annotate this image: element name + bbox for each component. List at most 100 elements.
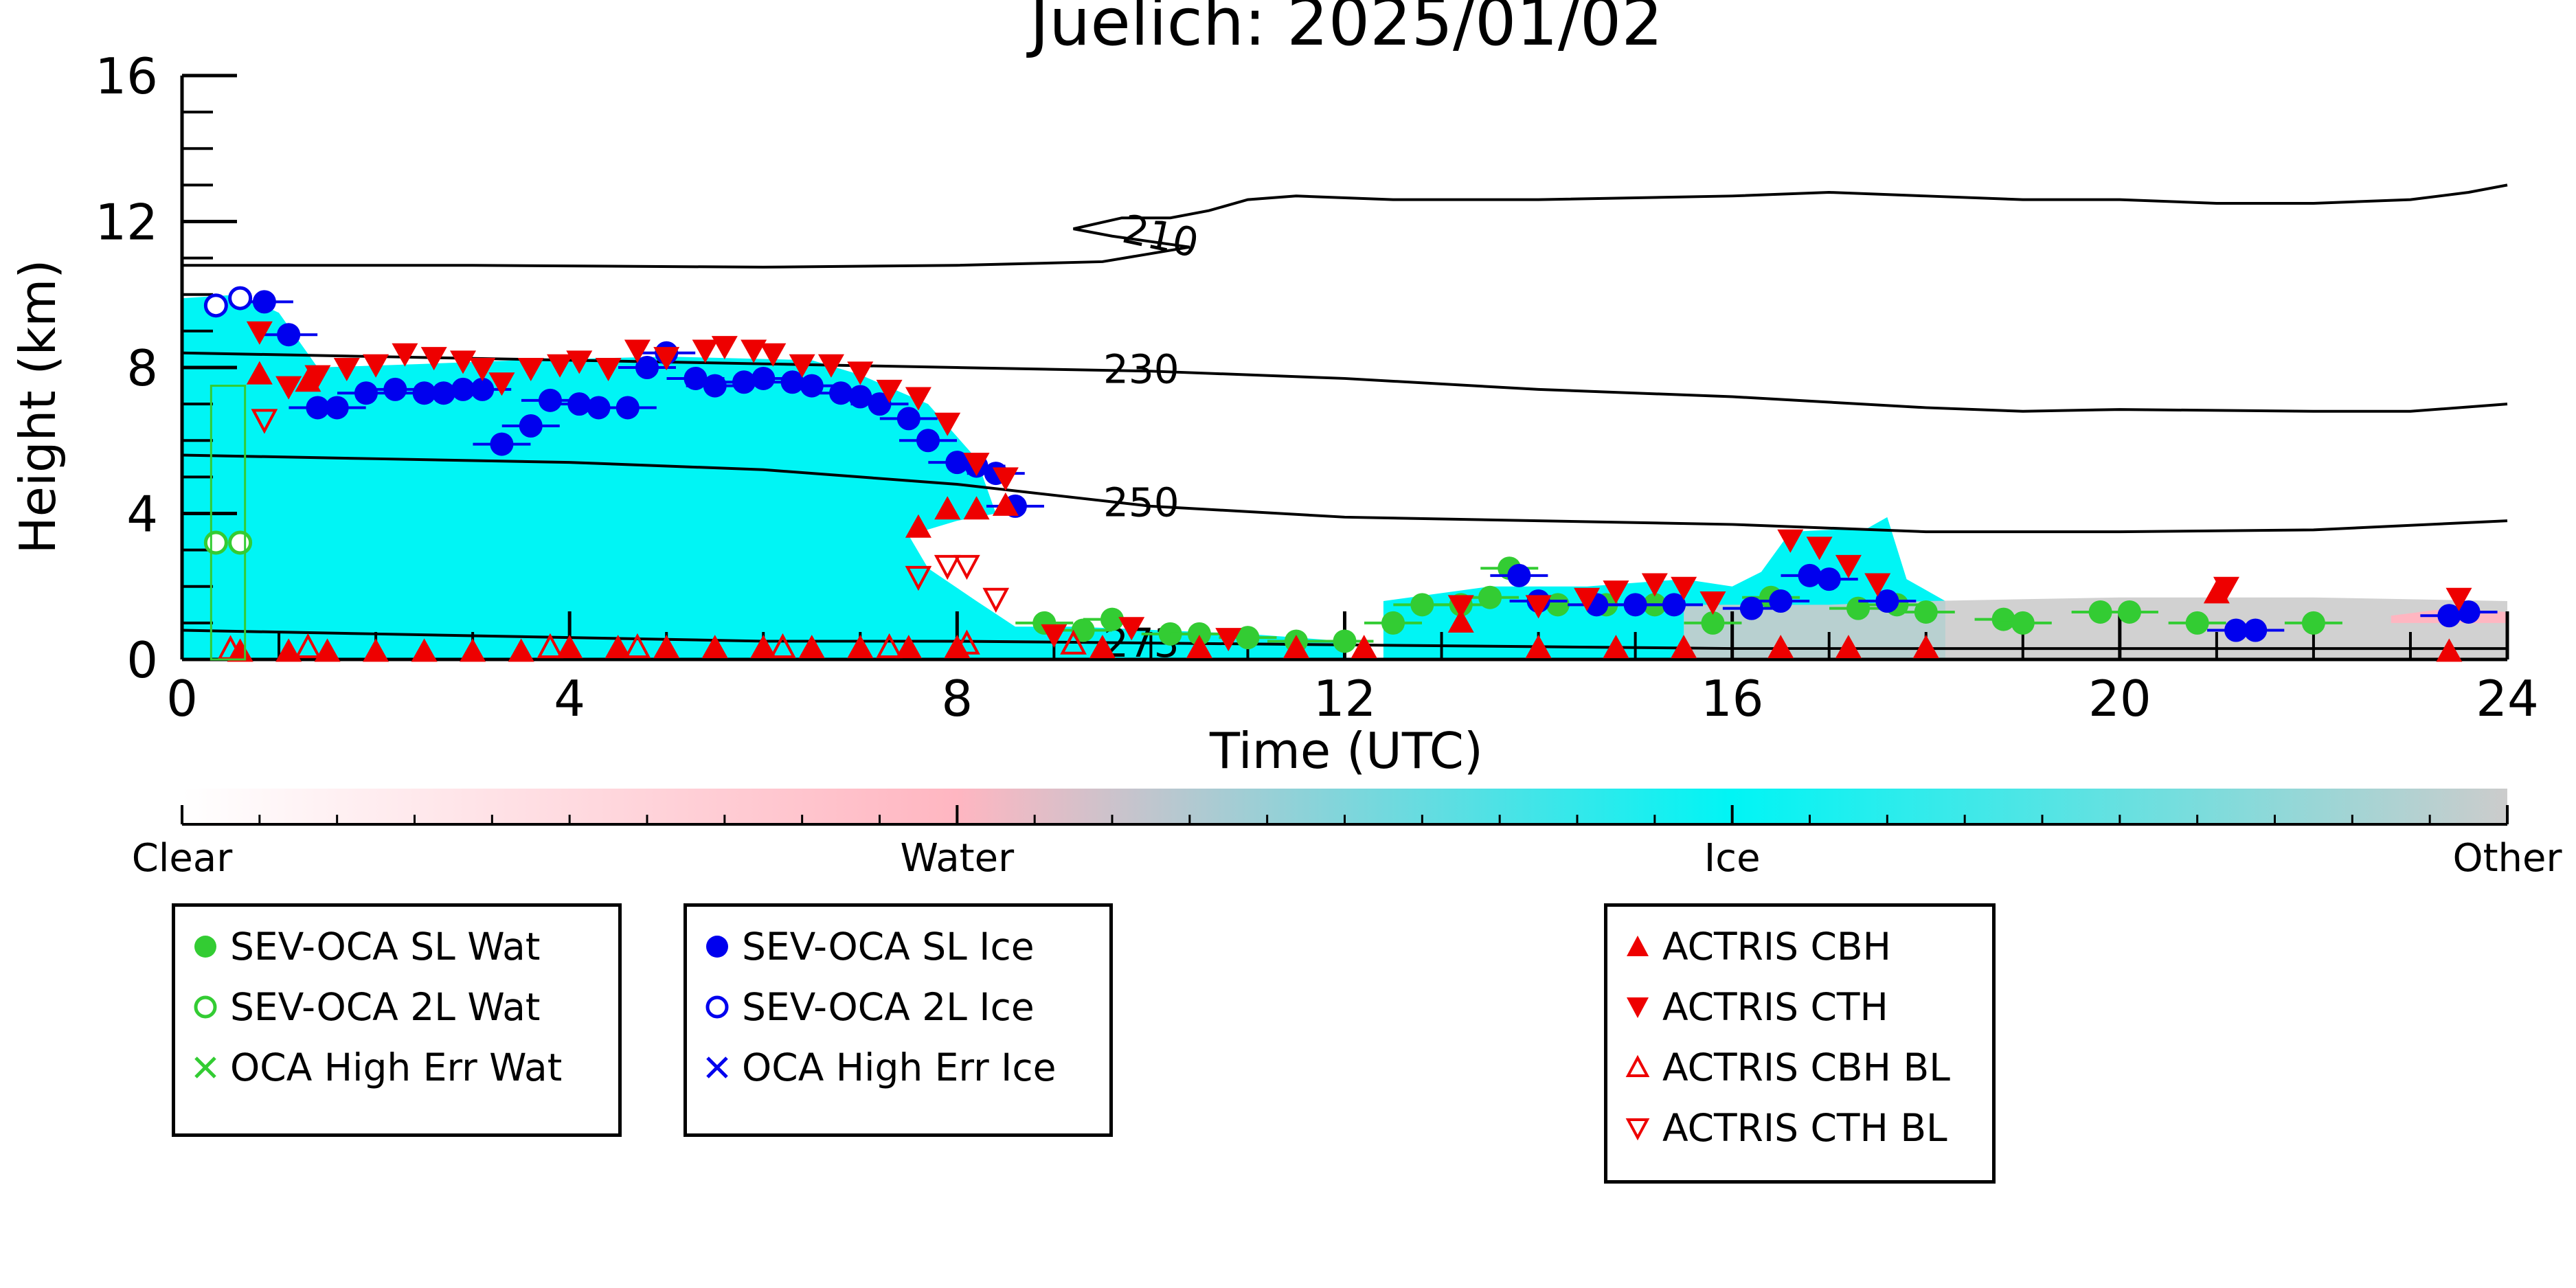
- contour-line-230: [181, 351, 2508, 413]
- legend-actris: ACTRIS CBH ACTRIS CTH ACTRIS CBH BL ACTR…: [1604, 903, 1996, 1184]
- chart-title: Juelich: 2025/01/02: [1026, 0, 1663, 60]
- x-mark-icon: [194, 1057, 216, 1078]
- sev-oca-sl-wat-point: [2185, 611, 2209, 635]
- actris-cth-bl-point: [251, 409, 278, 434]
- legend-ice: SEV-OCA SL Ice SEV-OCA 2L Ice OCA High E…: [683, 903, 1113, 1137]
- actris-cbh-point: [750, 635, 777, 659]
- actris-cth-point: [692, 339, 719, 363]
- sev-oca-sl-ice-point: [1798, 563, 1822, 587]
- sev-oca-sl-wat-point: [1410, 593, 1434, 617]
- actris-cbh-bl-point: [295, 633, 321, 659]
- actris-cth-point: [1864, 573, 1891, 597]
- sev-oca-sl-wat-point: [1333, 629, 1357, 653]
- actris-cth-point: [817, 354, 844, 378]
- sev-oca-sl-ice-point: [1875, 589, 1899, 613]
- x-tick-label: 16: [1701, 670, 1764, 727]
- sev-oca-sl-ice-point: [752, 366, 776, 390]
- legend-label: SEV-OCA SL Ice: [742, 925, 1035, 969]
- legend-item-actris-cth: ACTRIS CTH: [1623, 980, 1888, 1035]
- sev-oca-sl-wat-point: [2301, 611, 2325, 635]
- actris-cbh-point: [2436, 638, 2463, 662]
- actris-cbh-point: [460, 638, 486, 662]
- actris-cth-point: [624, 339, 651, 363]
- actris-cth-point: [333, 358, 360, 381]
- sev-oca-sl-ice-point: [683, 366, 708, 390]
- actris-cth-point: [246, 321, 273, 345]
- legend-item-oca-high-err-wat: OCA High Err Wat: [190, 1040, 562, 1095]
- filled-circle-icon: [706, 936, 728, 958]
- actris-cth-point: [1603, 580, 1629, 605]
- actris-cbh-bl-point: [953, 629, 980, 655]
- colorbar-label: Clear: [132, 836, 233, 881]
- y-tick-label: 4: [126, 486, 158, 543]
- actris-cbh-point: [963, 496, 990, 520]
- sev-oca-sl-wat-point: [1187, 622, 1211, 646]
- actris-cth-point: [392, 343, 418, 367]
- sev-oca-sl-ice-point: [1623, 593, 1647, 617]
- actris-cbh-point: [1835, 635, 1862, 659]
- actris-cth-point: [488, 372, 515, 396]
- actris-cth-point: [876, 379, 903, 403]
- actris-cth-point: [1699, 591, 1726, 615]
- sev-oca-sl-ice-point: [1662, 593, 1686, 617]
- legend-item-actris-cbh: ACTRIS CBH: [1623, 919, 1891, 974]
- actris-cth-point: [653, 347, 680, 371]
- sev-oca-2l-ice-point: [203, 293, 228, 318]
- actris-cth-point: [420, 347, 447, 371]
- sev-oca-sl-ice-point: [354, 381, 378, 405]
- actris-cbh-point: [653, 635, 680, 659]
- x-mark-icon: [706, 1057, 728, 1078]
- sev-oca-sl-ice-point: [567, 392, 591, 416]
- y-tick-label: 16: [95, 47, 158, 105]
- sev-oca-sl-ice-point: [703, 374, 727, 398]
- sev-oca-sl-ice-point: [945, 451, 969, 475]
- sev-oca-sl-ice-point: [800, 374, 824, 398]
- open-circle-icon: [194, 995, 217, 1019]
- sev-oca-sl-ice-point: [1507, 563, 1531, 587]
- sev-oca-sl-ice-point: [587, 396, 611, 420]
- y-tick-label: 8: [126, 339, 158, 397]
- sev-oca-sl-ice-point: [1817, 567, 1841, 591]
- actris-cbh-point: [798, 635, 825, 659]
- sev-oca-sl-ice-point: [916, 429, 940, 453]
- actris-cbh-point: [2203, 580, 2230, 604]
- actris-cbh-point: [1089, 635, 1116, 659]
- actris-cbh-point: [295, 368, 321, 392]
- actris-cbh-point: [1186, 635, 1212, 659]
- legend-item-sev-oca-sl-wat: SEV-OCA SL Wat: [190, 919, 540, 974]
- legend-label: SEV-OCA 2L Ice: [742, 985, 1035, 1029]
- sev-oca-sl-ice-point: [780, 370, 804, 394]
- sev-oca-sl-wat-point: [2117, 600, 2141, 624]
- triangle-up-icon: [1627, 936, 1649, 956]
- actris-cth-point: [992, 467, 1019, 491]
- sev-oca-sl-ice-point: [471, 377, 495, 401]
- actris-cth-bl-point: [905, 565, 932, 591]
- actris-cth-point: [1806, 536, 1833, 561]
- y-tick-label: 12: [95, 194, 158, 251]
- actris-cth-point: [1835, 554, 1862, 578]
- sev-oca-sl-wat-point: [2011, 611, 2035, 635]
- open-circle-icon: [705, 995, 729, 1019]
- actris-cbh-point: [363, 638, 389, 662]
- x-tick-label: 0: [166, 670, 198, 727]
- sev-oca-sl-wat-point: [1846, 596, 1871, 620]
- actris-cth-point: [847, 361, 874, 385]
- actris-cbh-point: [1767, 635, 1794, 659]
- actris-cbh-point: [895, 635, 922, 659]
- actris-cbh-point: [605, 635, 631, 659]
- actris-cth-point: [469, 358, 496, 381]
- colorbar-label: Water: [901, 836, 1015, 881]
- legend-label: ACTRIS CBH: [1662, 925, 1891, 969]
- y-axis-label: Height (km): [9, 260, 67, 554]
- x-axis-label: Time (UTC): [1209, 722, 1483, 780]
- actris-cbh-point: [314, 638, 341, 662]
- actris-cth-point: [566, 350, 593, 374]
- actris-cbh-point: [556, 635, 583, 659]
- colorbar-label: Other: [2452, 836, 2562, 881]
- sev-oca-sl-wat-point: [1991, 607, 2015, 631]
- actris-cth-bl-point: [982, 587, 1010, 613]
- actris-cbh-point: [1283, 635, 1309, 659]
- actris-cbh-bl-point: [876, 633, 903, 659]
- sev-oca-sl-ice-point: [490, 432, 514, 456]
